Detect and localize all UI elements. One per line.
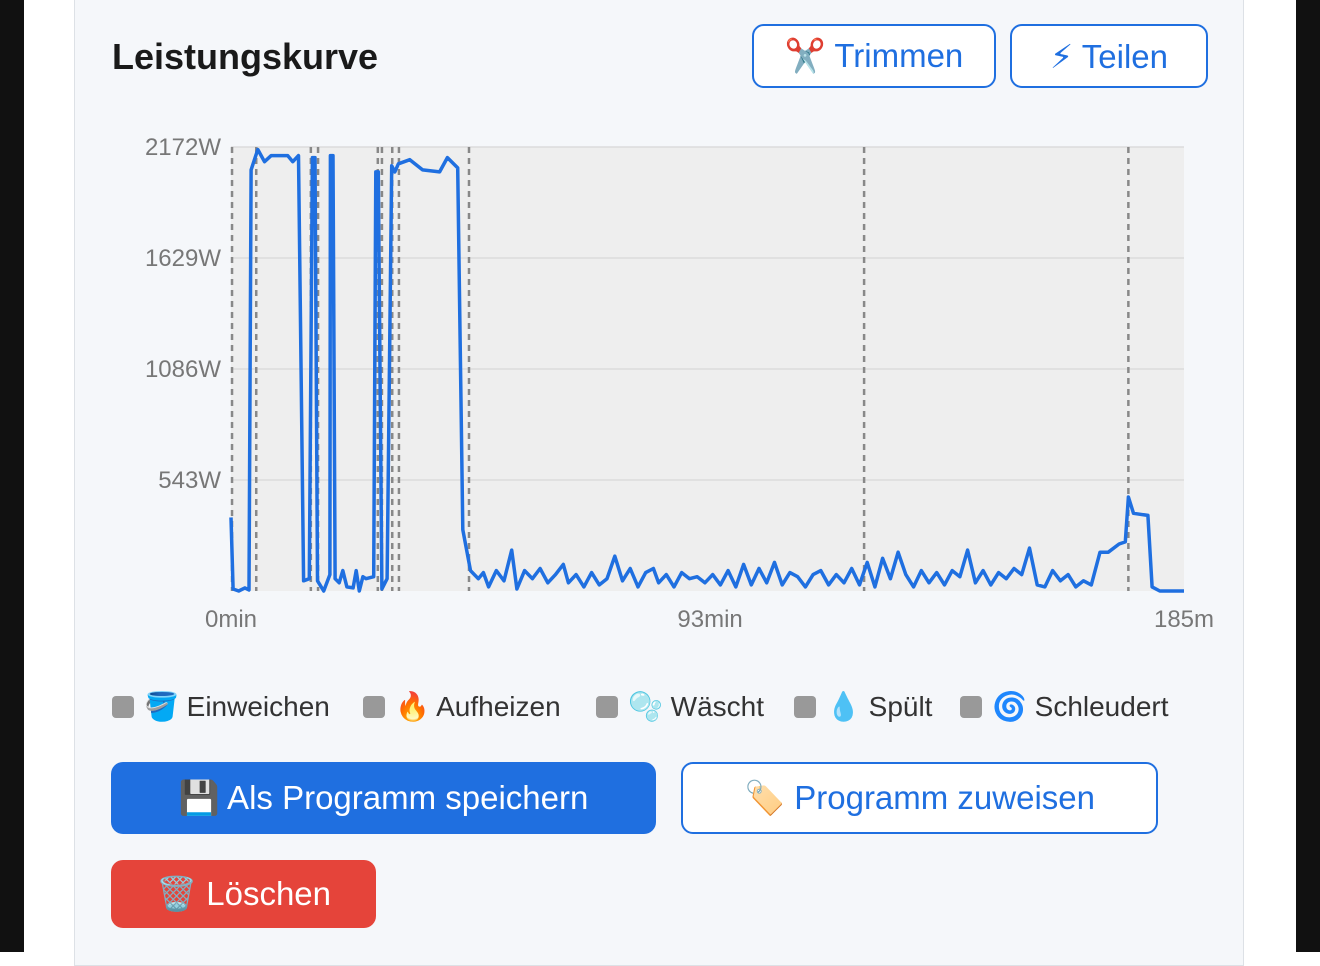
legend-item[interactable]: 🪣 Einweichen — [112, 690, 330, 723]
delete-button[interactable]: 🗑️ Löschen — [111, 860, 376, 928]
legend-checkbox[interactable] — [112, 695, 134, 718]
legend-item[interactable]: 🌀 Schleudert — [960, 690, 1169, 723]
legend-item[interactable]: 💧 Spült — [794, 690, 932, 723]
legend-label: 🌀 Schleudert — [992, 691, 1169, 722]
legend-checkbox[interactable] — [794, 695, 816, 718]
legend-item[interactable]: 🫧 Wäscht — [596, 690, 764, 723]
title: Leistungskurve — [112, 36, 379, 77]
chart: 543W 1086W 1629W 2172W 0min 93min 185m — [145, 134, 1214, 633]
power-line — [229, 147, 1184, 593]
legend-checkbox[interactable] — [960, 695, 982, 718]
legend-label: 🫧 Wäscht — [628, 691, 764, 722]
legend-label: 💧 Spült — [826, 691, 933, 722]
share-button[interactable]: ⚡ Teilen — [1010, 24, 1208, 88]
y-tick-label: 1086W — [145, 356, 221, 383]
assign-button[interactable]: 🏷️ Programm zuweisen — [681, 762, 1158, 834]
x-tick-label: 0min — [205, 606, 257, 633]
side-bar — [1296, 0, 1320, 952]
save-button[interactable]: 💾 Als Programm speichern — [111, 762, 656, 834]
x-tick-label: 185m — [1154, 606, 1214, 633]
legend-checkbox[interactable] — [596, 695, 618, 718]
legend-item[interactable]: 🔥 Aufheizen — [363, 690, 561, 723]
y-tick-label: 543W — [158, 467, 221, 494]
legend-label: 🔥 Aufheizen — [395, 691, 561, 722]
y-tick-label: 1629W — [145, 245, 221, 272]
x-tick-label: 93min — [677, 606, 742, 633]
legend-checkbox[interactable] — [363, 695, 385, 718]
legend-label: 🪣 Einweichen — [144, 691, 330, 722]
side-bar — [0, 0, 24, 952]
trim-button[interactable]: ✂️ Trimmen — [752, 24, 996, 88]
y-tick-label: 2172W — [145, 134, 221, 161]
